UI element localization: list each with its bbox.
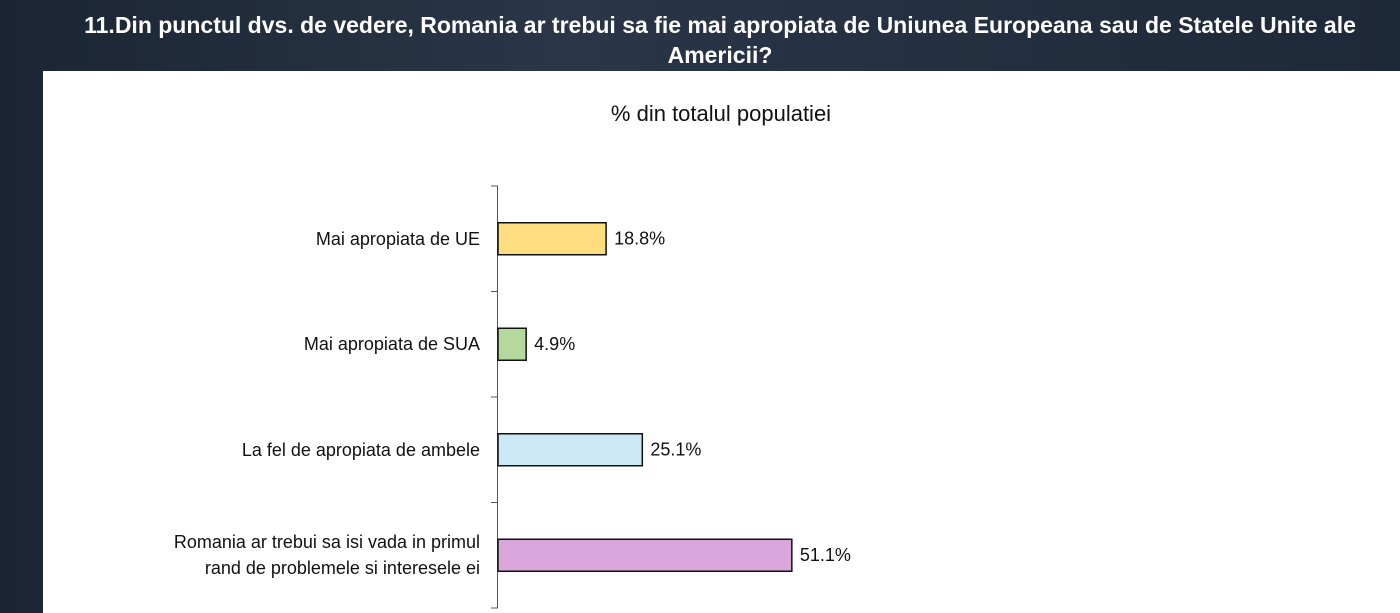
bar: [497, 538, 793, 572]
chart-panel: [43, 71, 1400, 613]
value-label: 25.1%: [650, 440, 701, 460]
bar: [497, 433, 644, 467]
chart-title: 11.Din punctul dvs. de vedere, Romania a…: [84, 12, 1356, 68]
category-label: Mai apropiata de UE: [315, 228, 480, 249]
chart-subtitle: % din totalul populatiei: [611, 101, 831, 126]
bar: [497, 222, 607, 256]
category-label: Romania ar trebui sa isi vada in primul …: [173, 532, 480, 579]
value-label: 4.9%: [534, 334, 575, 354]
category-label: La fel de apropiata de ambele: [241, 439, 480, 460]
category-label: Mai apropiata de SUA: [303, 334, 480, 355]
bar: [497, 327, 527, 361]
value-label: 51.1%: [800, 545, 851, 565]
value-label: 18.8%: [614, 229, 665, 249]
